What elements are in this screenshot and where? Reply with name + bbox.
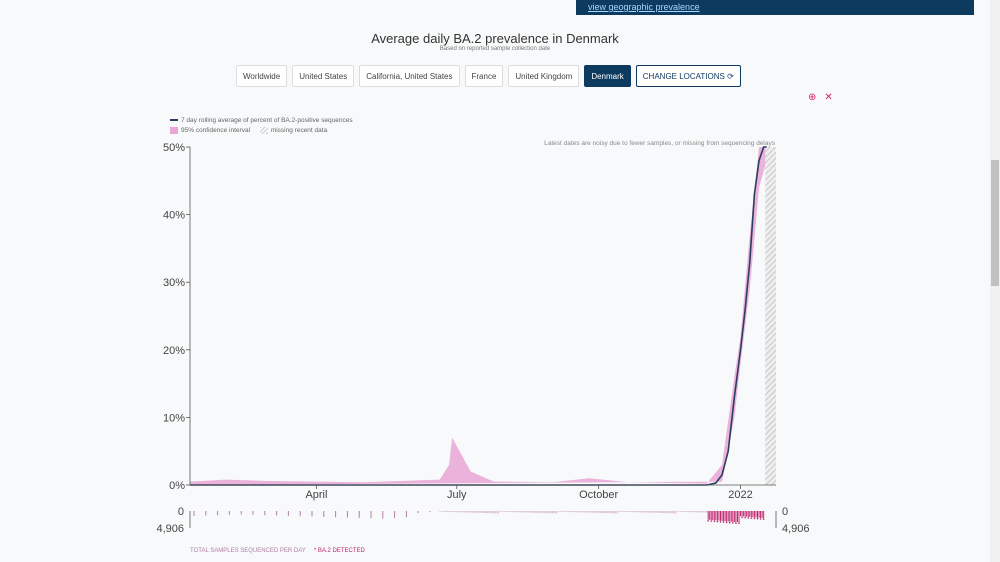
ba2-detected-marker — [722, 521, 725, 523]
legend: 7 day rolling average of percent of BA.2… — [170, 116, 353, 136]
ba2-detected-marker — [741, 516, 743, 519]
samples-tick-label: 4,906 — [156, 523, 184, 535]
ba2-detected-marker — [759, 518, 762, 520]
ba2-detected-marker — [735, 522, 737, 524]
ba2-detected-marker — [710, 520, 713, 522]
x-tick-label: October — [579, 489, 618, 501]
ba2-detected-marker — [732, 522, 734, 524]
location-worldwide[interactable]: Worldwide — [236, 65, 288, 87]
ci-swatch — [170, 126, 178, 134]
zoom-in-icon[interactable]: ⊕ — [808, 92, 817, 103]
ba2-detected-marker — [744, 516, 746, 519]
ba2-detected-marker — [728, 521, 731, 524]
y-tick-label: 0% — [169, 480, 185, 492]
chart-title: Average daily BA.2 prevalence in Denmark — [371, 31, 619, 46]
samples-footer: TOTAL SAMPLES SEQUENCED PER DAY * BA.2 DE… — [190, 548, 365, 554]
location-united-states[interactable]: United States — [292, 65, 355, 87]
ba2-detected-marker — [738, 522, 740, 525]
y-tick-label: 40% — [163, 210, 185, 222]
legend-missing-label: missing recent data — [270, 127, 328, 134]
change-locations-label: CHANGE LOCATIONS — [642, 71, 725, 81]
chart-subtitle: Based on reported sample collection date — [439, 46, 551, 52]
ba2-detected-marker — [719, 521, 722, 523]
location-denmark[interactable]: Denmark — [584, 65, 631, 87]
reset-zoom-icon[interactable]: ✕ — [824, 92, 833, 103]
ba2-detected-marker — [716, 520, 719, 523]
legend-line-label: 7 day rolling average of percent of BA.2… — [181, 117, 353, 124]
ba2-detected-marker — [753, 517, 756, 520]
change-locations-button[interactable]: CHANGE LOCATIONS ⟳ — [635, 65, 741, 87]
confidence-interval-band — [190, 147, 767, 485]
ba2-detected-marker — [762, 518, 765, 520]
y-tick-label: 30% — [163, 277, 185, 289]
missing-data-region — [765, 147, 776, 485]
y-tick-label: 50% — [163, 142, 185, 154]
samples-tick-label: 0 — [782, 506, 788, 518]
x-tick-label: 2022 — [728, 489, 752, 501]
ba2-detected-marker — [725, 521, 728, 524]
info-banner: view geographic prevalence — [576, 0, 974, 15]
y-tick-label: 10% — [163, 412, 185, 424]
location-united-kingdom[interactable]: United Kingdom — [508, 65, 580, 87]
samples-tick-label: 4,906 — [782, 523, 810, 535]
legend-ci-label: 95% confidence interval — [181, 127, 251, 134]
x-tick-label: April — [305, 489, 327, 501]
y-tick-label: 20% — [163, 345, 185, 357]
scrollbar[interactable] — [990, 0, 1000, 562]
samples-label: TOTAL SAMPLES SEQUENCED PER DAY — [190, 548, 306, 554]
scrollbar-thumb[interactable] — [991, 160, 999, 286]
ba2-detected-marker — [713, 520, 716, 523]
ba2-detected-marker — [750, 517, 753, 519]
ba2-detected-marker — [747, 517, 750, 519]
samples-tick-label: 0 — [178, 506, 184, 518]
location-france[interactable]: France — [464, 65, 504, 87]
x-tick-label: July — [447, 489, 467, 501]
prevalence-line — [190, 146, 767, 486]
ba2-detected-marker — [756, 517, 759, 520]
ba2-detected-marker — [707, 519, 709, 522]
noise-annotation: Latest dates are noisy due to fewer samp… — [544, 140, 776, 147]
refresh-icon: ⟳ — [727, 71, 734, 81]
line-swatch — [170, 119, 178, 122]
missing-swatch — [259, 126, 268, 134]
geographic-prevalence-link[interactable]: view geographic prevalence — [588, 2, 700, 12]
location-california[interactable]: California, United States — [359, 65, 460, 87]
location-buttons: Worldwide United States California, Unit… — [236, 65, 741, 87]
detected-label: * BA.2 DETECTED — [313, 548, 365, 554]
